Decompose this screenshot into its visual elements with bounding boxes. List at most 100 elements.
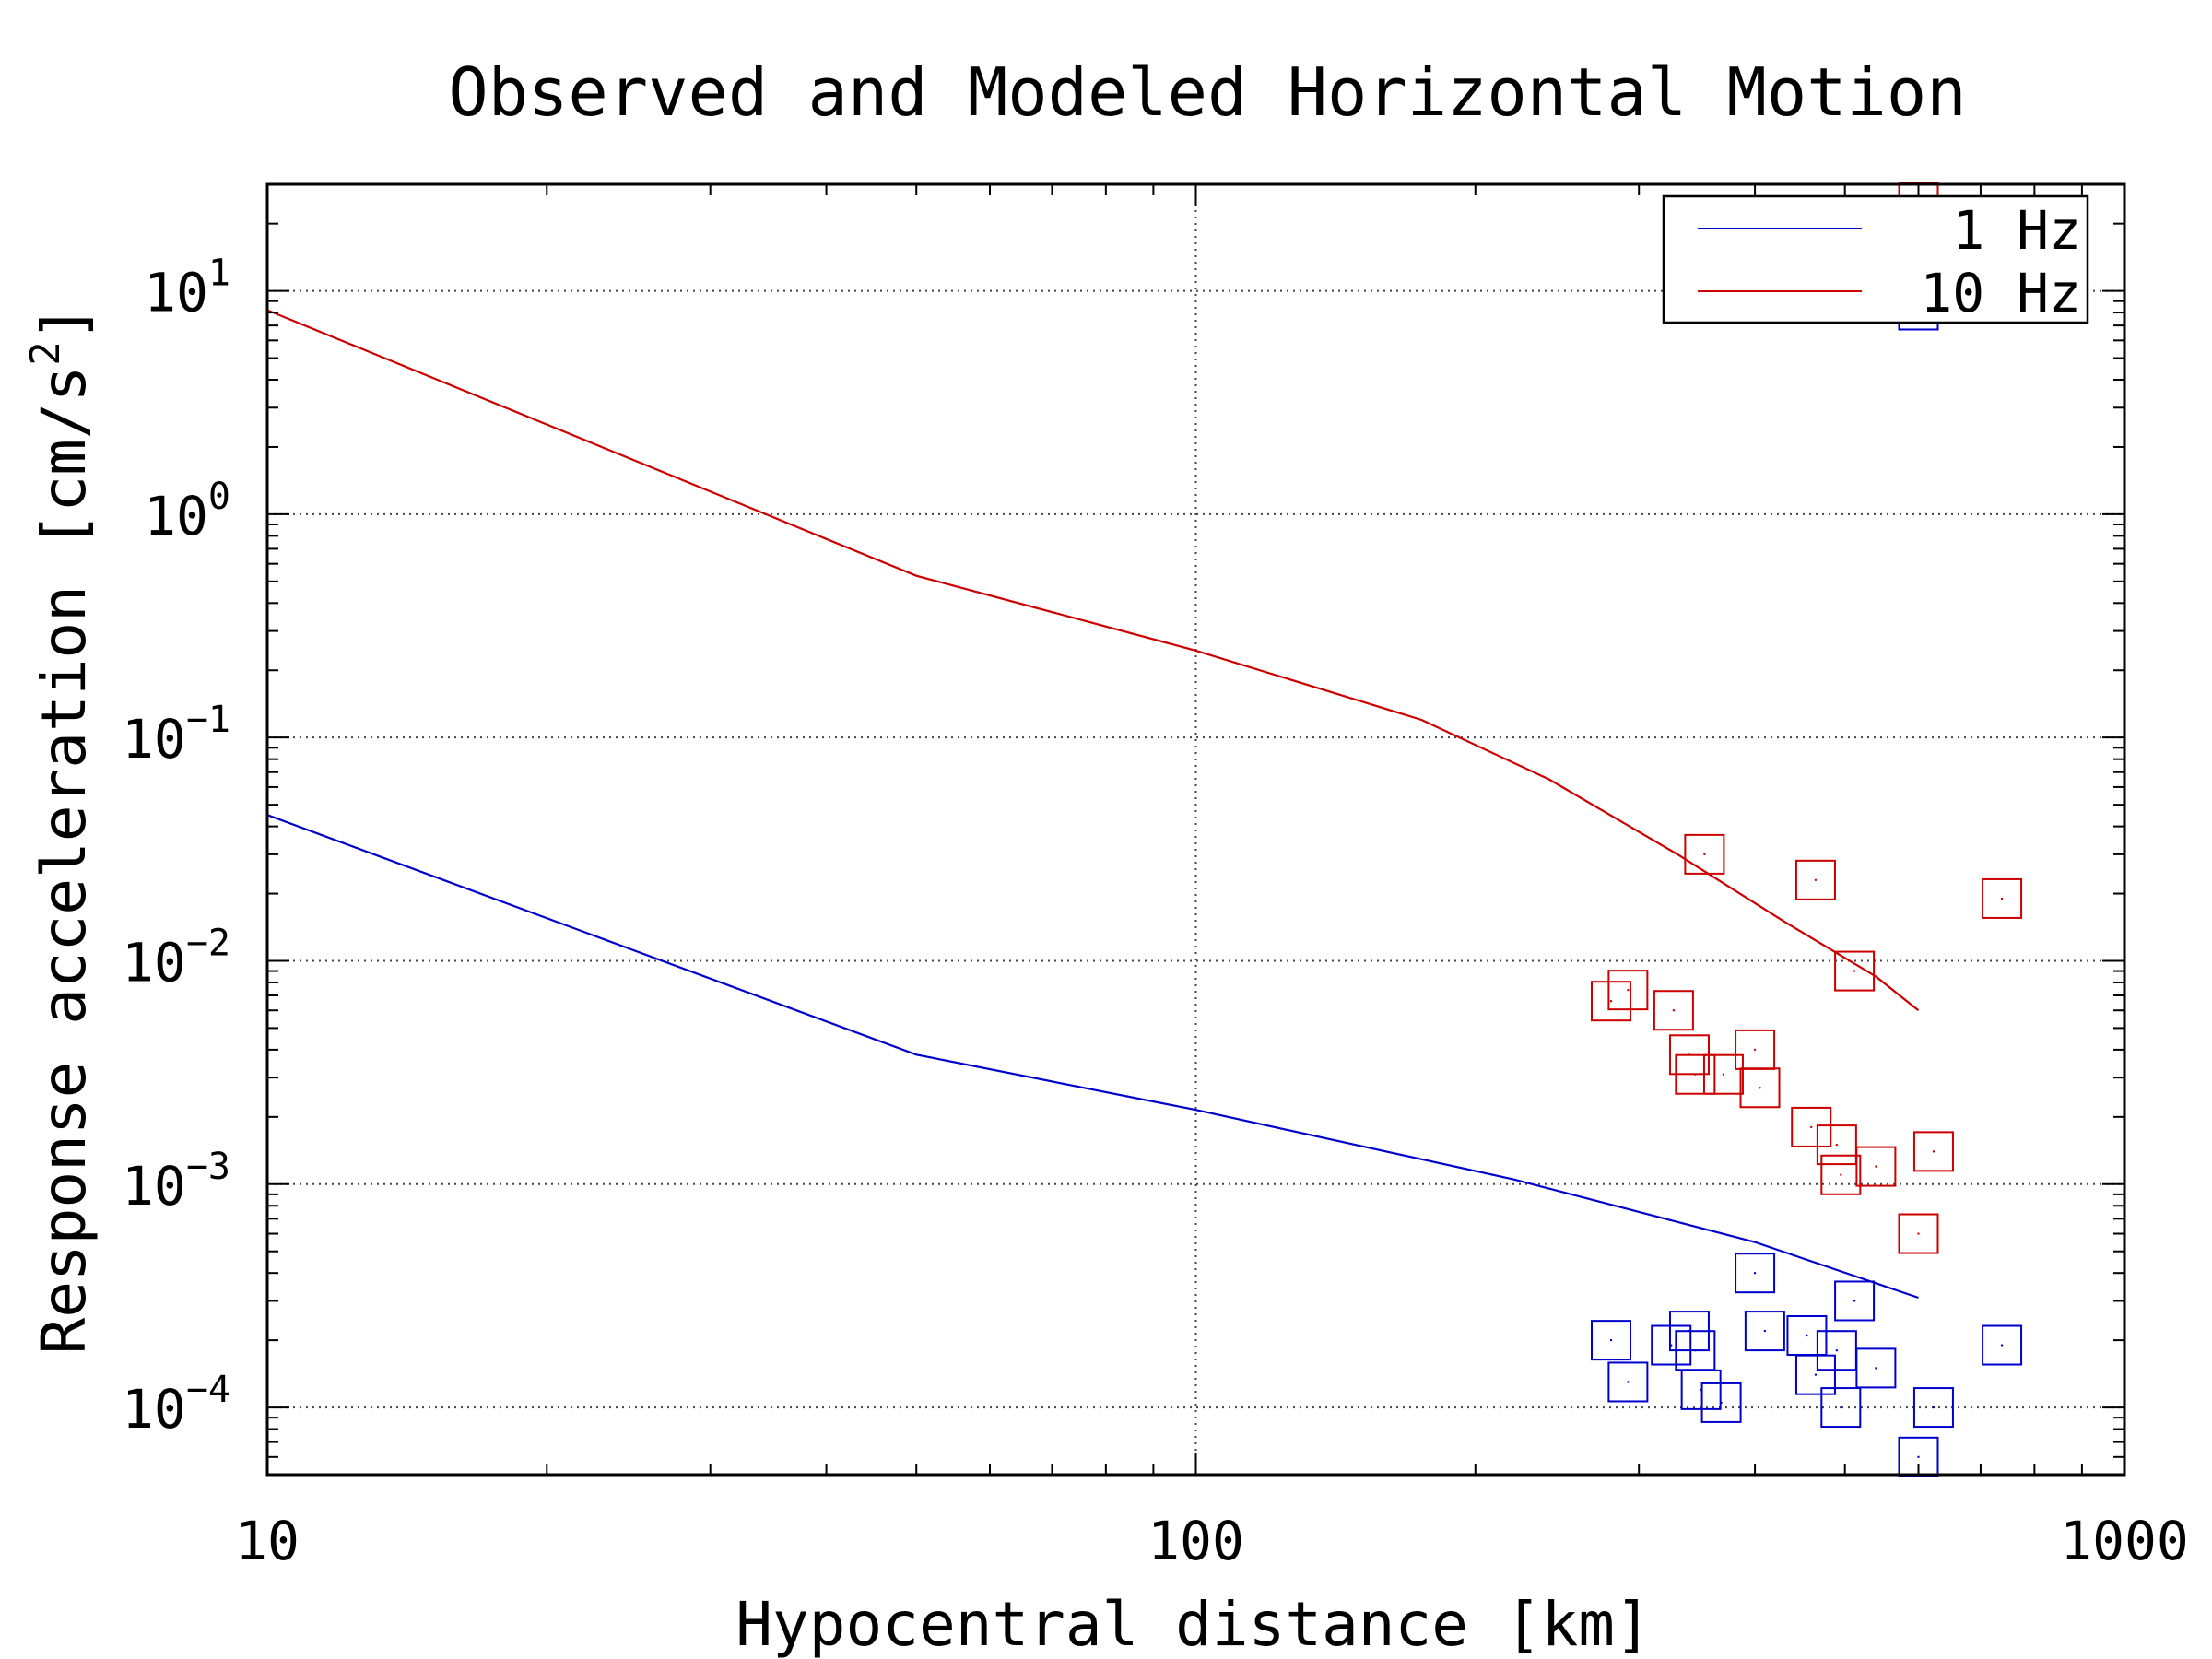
observed-marker-series-0 bbox=[1607, 1361, 1649, 1403]
y-tick-base: 10 bbox=[144, 485, 208, 547]
observed-marker-dot-series-1 bbox=[1835, 1143, 1839, 1147]
x-tick-labels: 10 100 1000 bbox=[235, 1510, 2189, 1572]
observed-marker-dot-series-0 bbox=[1694, 1349, 1697, 1352]
y-axis-label-main: Response acceleration [cm/s bbox=[29, 366, 100, 1355]
observed-marker-dot-series-0 bbox=[1627, 1381, 1630, 1383]
observed-marker-series-1 bbox=[1684, 833, 1725, 875]
y-tick-label: 10−2 bbox=[122, 922, 230, 994]
y-tick-label: 10−4 bbox=[122, 1369, 230, 1441]
observed-marker-series-1 bbox=[1816, 1124, 1857, 1166]
plot-grid bbox=[267, 184, 2124, 1475]
observed-marker-dot-series-1 bbox=[1609, 1000, 1613, 1003]
observed-marker-dot-series-1 bbox=[1932, 1150, 1936, 1153]
observed-marker-dot-series-0 bbox=[1835, 1349, 1839, 1352]
observed-marker-series-0 bbox=[1855, 1347, 1897, 1389]
observed-marker-series-1 bbox=[1898, 1213, 1939, 1254]
observed-marker-dot-series-0 bbox=[1763, 1329, 1767, 1333]
observed-marker-dot-series-0 bbox=[1917, 1455, 1920, 1459]
observed-marker-dot-series-0 bbox=[1753, 1271, 1757, 1275]
observed-marker-series-1 bbox=[1653, 990, 1694, 1031]
observed-marker-dot-series-0 bbox=[1932, 1406, 1936, 1409]
legend-label-1hz: 1 Hz bbox=[1952, 199, 2081, 262]
observed-marker-series-0 bbox=[1591, 1320, 1632, 1361]
legend: 1 Hz 10 Hz bbox=[1662, 194, 2089, 324]
observed-marker-series-0 bbox=[1735, 1253, 1776, 1294]
observed-marker-series-0 bbox=[1820, 1387, 1862, 1429]
observed-marker-dot-series-0 bbox=[2000, 1344, 2004, 1347]
observed-marker-dot-series-1 bbox=[1759, 1087, 1761, 1089]
y-tick-exp: 1 bbox=[208, 253, 230, 295]
x-tick-label: 1000 bbox=[2060, 1510, 2189, 1572]
observed-marker-dot-series-1 bbox=[1722, 1073, 1725, 1076]
y-tick-label: 101 bbox=[144, 253, 230, 324]
model-lines bbox=[266, 309, 1920, 1300]
y-tick-exp: 0 bbox=[208, 476, 230, 518]
observed-marker-series-0 bbox=[1700, 1382, 1742, 1423]
chart-title: Observed and Modeled Horizontal Motion bbox=[448, 53, 1966, 131]
observed-marker-series-1 bbox=[1591, 981, 1632, 1022]
observed-marker-series-1 bbox=[1912, 1131, 1954, 1172]
y-tick-exp: −1 bbox=[186, 699, 230, 741]
y-axis-label: Response acceleration [cm/s2] bbox=[22, 304, 100, 1354]
observed-marker-series-1 bbox=[1607, 970, 1649, 1011]
x-tick-label: 10 bbox=[235, 1510, 300, 1572]
observed-marker-dot-series-0 bbox=[1840, 1406, 1842, 1409]
observed-marker-series-1 bbox=[1702, 1053, 1744, 1095]
model-line-series-0 bbox=[266, 814, 1919, 1300]
observed-marker-series-0 bbox=[1794, 1354, 1836, 1395]
y-tick-base: 10 bbox=[122, 708, 186, 771]
y-axis-label-end: ] bbox=[29, 304, 100, 341]
y-tick-label: 10−3 bbox=[122, 1146, 230, 1218]
observed-marker-series-1 bbox=[1834, 950, 1876, 992]
observed-marker-dot-series-0 bbox=[1875, 1367, 1877, 1370]
observed-marker-dot-series-1 bbox=[1840, 1173, 1842, 1176]
observed-marker-series-1 bbox=[1791, 1106, 1832, 1147]
y-axis-label-sup: 2 bbox=[22, 341, 69, 366]
model-line-series-1 bbox=[266, 309, 1920, 1012]
observed-marker-series-1 bbox=[1855, 1146, 1897, 1187]
legend-box bbox=[1662, 194, 2089, 324]
x-tick-label: 100 bbox=[1147, 1510, 1244, 1572]
y-tick-base: 10 bbox=[122, 931, 186, 994]
observed-marker-series-0 bbox=[1744, 1311, 1785, 1352]
y-tick-label: 10−1 bbox=[122, 699, 230, 771]
observed-marker-dot-series-1 bbox=[1853, 970, 1856, 972]
observed-marker-dot-series-1 bbox=[1875, 1165, 1877, 1168]
observed-marker-dot-series-0 bbox=[1814, 1373, 1818, 1376]
y-tick-exp: −4 bbox=[186, 1369, 230, 1411]
observed-marker-series-1 bbox=[1794, 859, 1836, 900]
x-axis-label: Hypocentral distance [km] bbox=[735, 1589, 1651, 1659]
y-tick-exp: −2 bbox=[186, 922, 230, 964]
observed-marker-dot-series-1 bbox=[1694, 1073, 1697, 1076]
y-tick-base: 10 bbox=[144, 262, 208, 324]
y-tick-base: 10 bbox=[122, 1155, 186, 1218]
observed-marker-series-1 bbox=[1675, 1053, 1716, 1095]
observed-marker-dot-series-0 bbox=[1853, 1300, 1856, 1302]
legend-label-10hz: 10 Hz bbox=[1920, 262, 2081, 324]
plot-frame bbox=[265, 182, 2126, 1477]
observed-marker-series-0 bbox=[1651, 1324, 1692, 1366]
observed-marker-dot-series-1 bbox=[1672, 1009, 1676, 1012]
observed-marker-dot-series-1 bbox=[1917, 1232, 1920, 1235]
observed-marker-dot-series-1 bbox=[2000, 897, 2004, 900]
observed-markers bbox=[1591, 182, 2023, 1477]
observed-marker-series-1 bbox=[1820, 1154, 1862, 1195]
observed-marker-series-1 bbox=[1739, 1067, 1781, 1109]
observed-marker-series-0 bbox=[1982, 1324, 2023, 1366]
observed-marker-dot-series-1 bbox=[1753, 1048, 1757, 1052]
observed-marker-series-0 bbox=[1898, 1436, 1939, 1477]
observed-marker-dot-series-1 bbox=[1703, 853, 1706, 856]
observed-marker-series-0 bbox=[1912, 1387, 1954, 1429]
observed-marker-series-1 bbox=[1982, 877, 2023, 919]
observed-marker-dot-series-1 bbox=[1627, 988, 1630, 992]
y-tick-base: 10 bbox=[122, 1378, 186, 1441]
observed-marker-dot-series-0 bbox=[1806, 1334, 1808, 1337]
y-tick-label: 100 bbox=[144, 476, 230, 547]
observed-marker-series-0 bbox=[1834, 1280, 1876, 1322]
observed-marker-dot-series-1 bbox=[1814, 878, 1818, 882]
observed-marker-dot-series-0 bbox=[1609, 1338, 1613, 1342]
y-tick-exp: −3 bbox=[186, 1146, 230, 1188]
observed-marker-dot-series-0 bbox=[1720, 1401, 1723, 1405]
